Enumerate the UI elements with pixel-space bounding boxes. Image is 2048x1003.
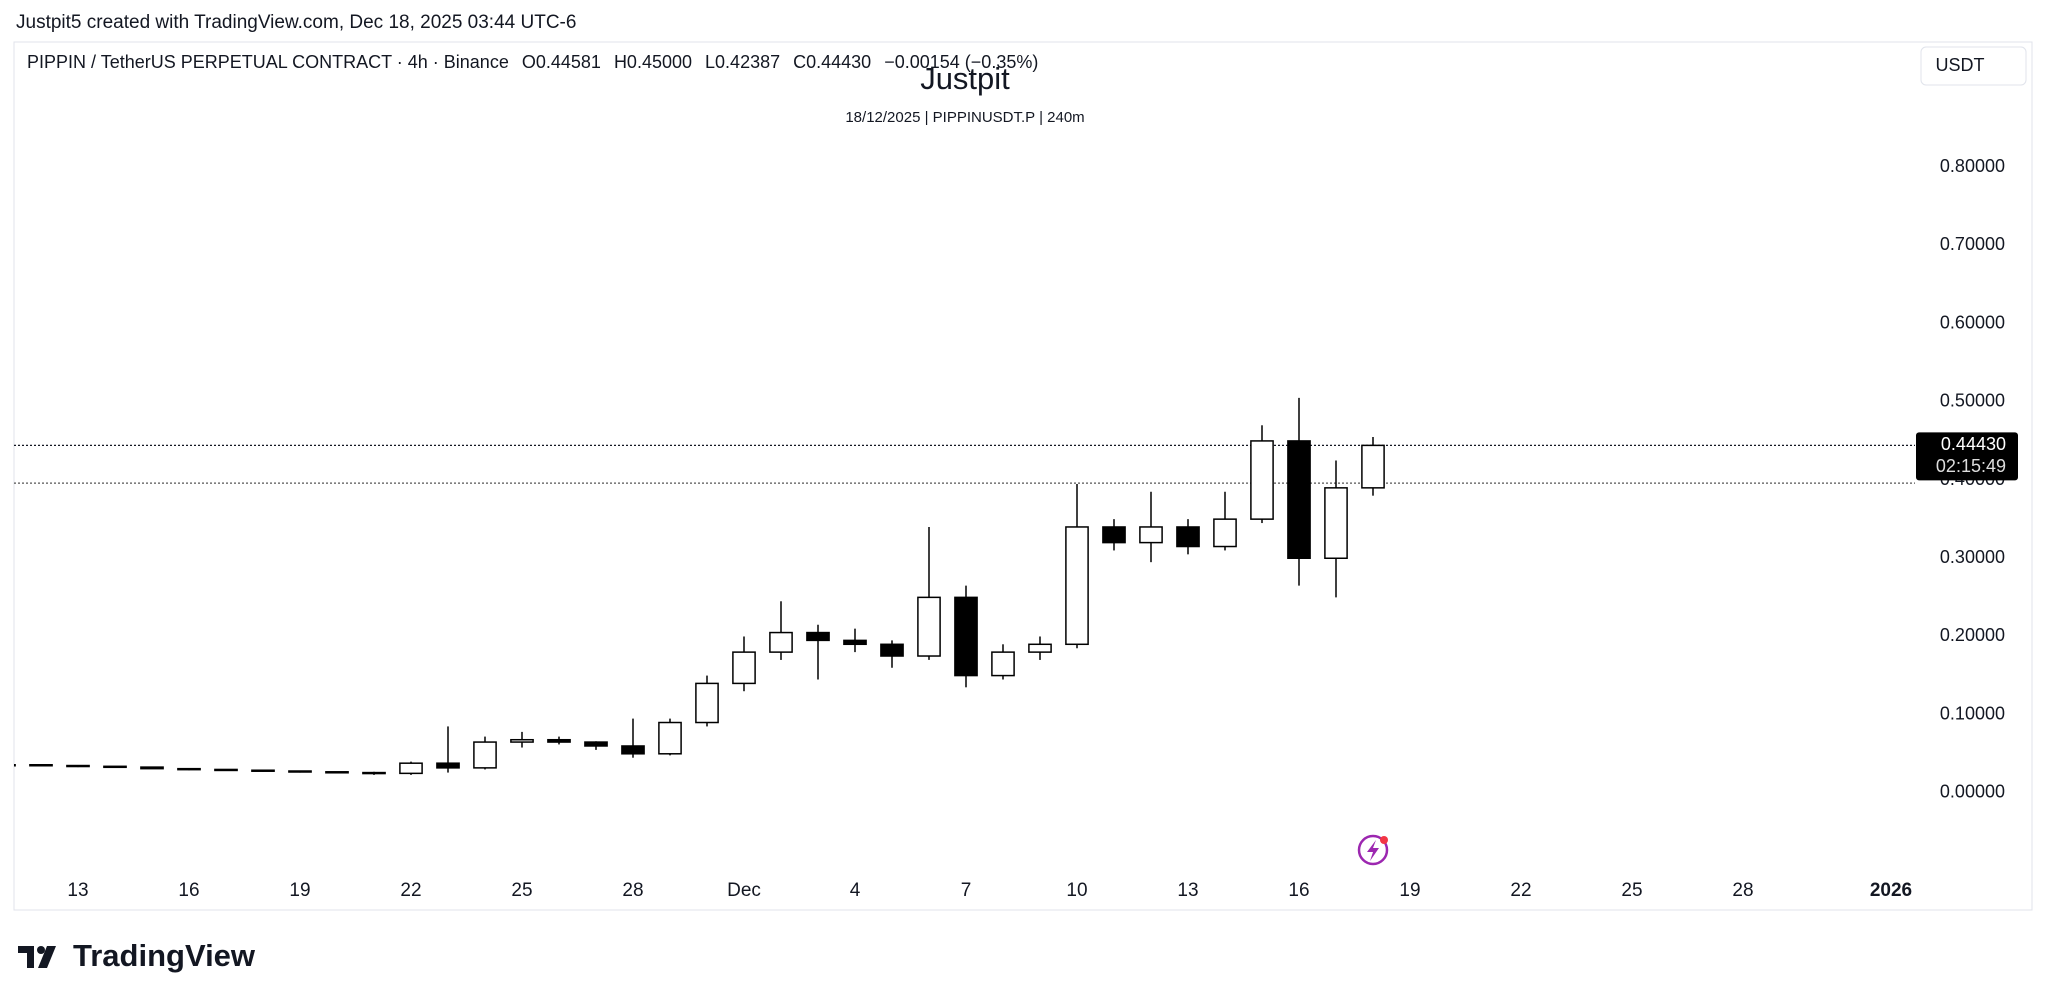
x-tick-label: 2026 [1870,880,1912,901]
candle-body [510,738,534,743]
candle-body [14,764,16,767]
plot-area [14,397,1915,775]
candle-body [621,745,645,755]
x-tick-label: 25 [511,880,532,901]
candle-body [214,768,238,772]
candle-body [917,596,941,657]
candle-body [991,651,1015,677]
y-tick-label: 0.70000 [1940,234,2005,254]
candle-body [1065,526,1089,646]
candle-body [140,766,164,770]
x-tick-label: 28 [622,880,643,901]
legend-value: C0.44430 [793,52,871,72]
candle-body [658,721,682,755]
alert-icon[interactable] [1357,834,1389,866]
legend-value: H0.45000 [614,52,692,72]
legend-symbol: PIPPIN / TetherUS PERPETUAL CONTRACT · 4… [27,52,509,72]
header: Justpit5 created with TradingView.com, D… [16,12,576,33]
candle-body [362,771,386,775]
candle-body [1361,444,1385,489]
x-tick-label: 25 [1621,880,1642,901]
legend-value: O0.44581 [522,52,601,72]
candle-body [66,764,90,768]
x-tick-label: 19 [1399,880,1420,901]
candle-body [584,741,608,747]
legend: PIPPIN / TetherUS PERPETUAL CONTRACT · 4… [27,52,1038,72]
candle-body [1139,526,1163,544]
candle-body [1213,518,1237,548]
candle-body [399,762,423,775]
candle-body [769,631,793,653]
x-tick-label: 28 [1732,880,1753,901]
candle-body [251,769,275,772]
y-tick-label: 0.80000 [1940,156,2005,176]
chart-frame [13,41,2033,911]
last-price-label: 0.44430 [1941,434,2006,454]
legend-value: −0.00154 (−0.35%) [884,52,1038,72]
x-tick-label: 4 [850,880,861,901]
x-tick-label: 19 [289,880,310,901]
y-tick-label: 0.00000 [1940,782,2005,802]
candle-body [806,631,830,642]
candle-body [695,682,719,724]
x-tick-label: 13 [67,880,88,901]
y-tick-label: 0.60000 [1940,312,2005,332]
watermark-title: Justpit [920,61,1010,96]
watermark-subtitle: 18/12/2025 | PIPPINUSDT.P | 240m [845,109,1084,126]
x-tick-label: 22 [400,880,421,901]
x-tick-label: 16 [178,880,199,901]
candle-body [547,738,571,743]
currency-label: USDT [1936,55,1985,75]
candle-body [1324,487,1348,559]
y-tick-label: 0.20000 [1940,625,2005,645]
candle-body [103,765,127,769]
y-tick-label: 0.50000 [1940,391,2005,411]
candle-body [1028,643,1052,653]
candle-body [1176,526,1200,548]
countdown-label: 02:15:49 [1936,456,2006,476]
candle-body [29,764,53,767]
candle-body [843,639,867,646]
candle-body [325,771,349,774]
x-tick-label: 22 [1510,880,1531,901]
footer-brand: TradingView [73,938,256,973]
candle-body [436,762,460,769]
candle-body [954,596,978,677]
candle-body [473,741,497,769]
y-tick-label: 0.10000 [1940,703,2005,723]
last-price-box [1916,432,2018,481]
candle-body [1287,440,1311,559]
candle-body [177,767,201,771]
x-tick-label: 16 [1288,880,1309,901]
candle-body [288,770,312,773]
x-tick-label: 7 [961,880,972,901]
y-tick-label: 0.30000 [1940,547,2005,567]
footer-logo [18,946,56,968]
x-tick-label: 10 [1066,880,1087,901]
x-tick-label: 13 [1177,880,1198,901]
candle-body [1250,440,1274,520]
currency-button[interactable] [1920,46,2027,86]
x-tick-label: Dec [727,880,761,901]
candle-body [732,651,756,685]
legend-value: L0.42387 [705,52,780,72]
candle-body [1102,526,1126,544]
candle-body [880,643,904,657]
